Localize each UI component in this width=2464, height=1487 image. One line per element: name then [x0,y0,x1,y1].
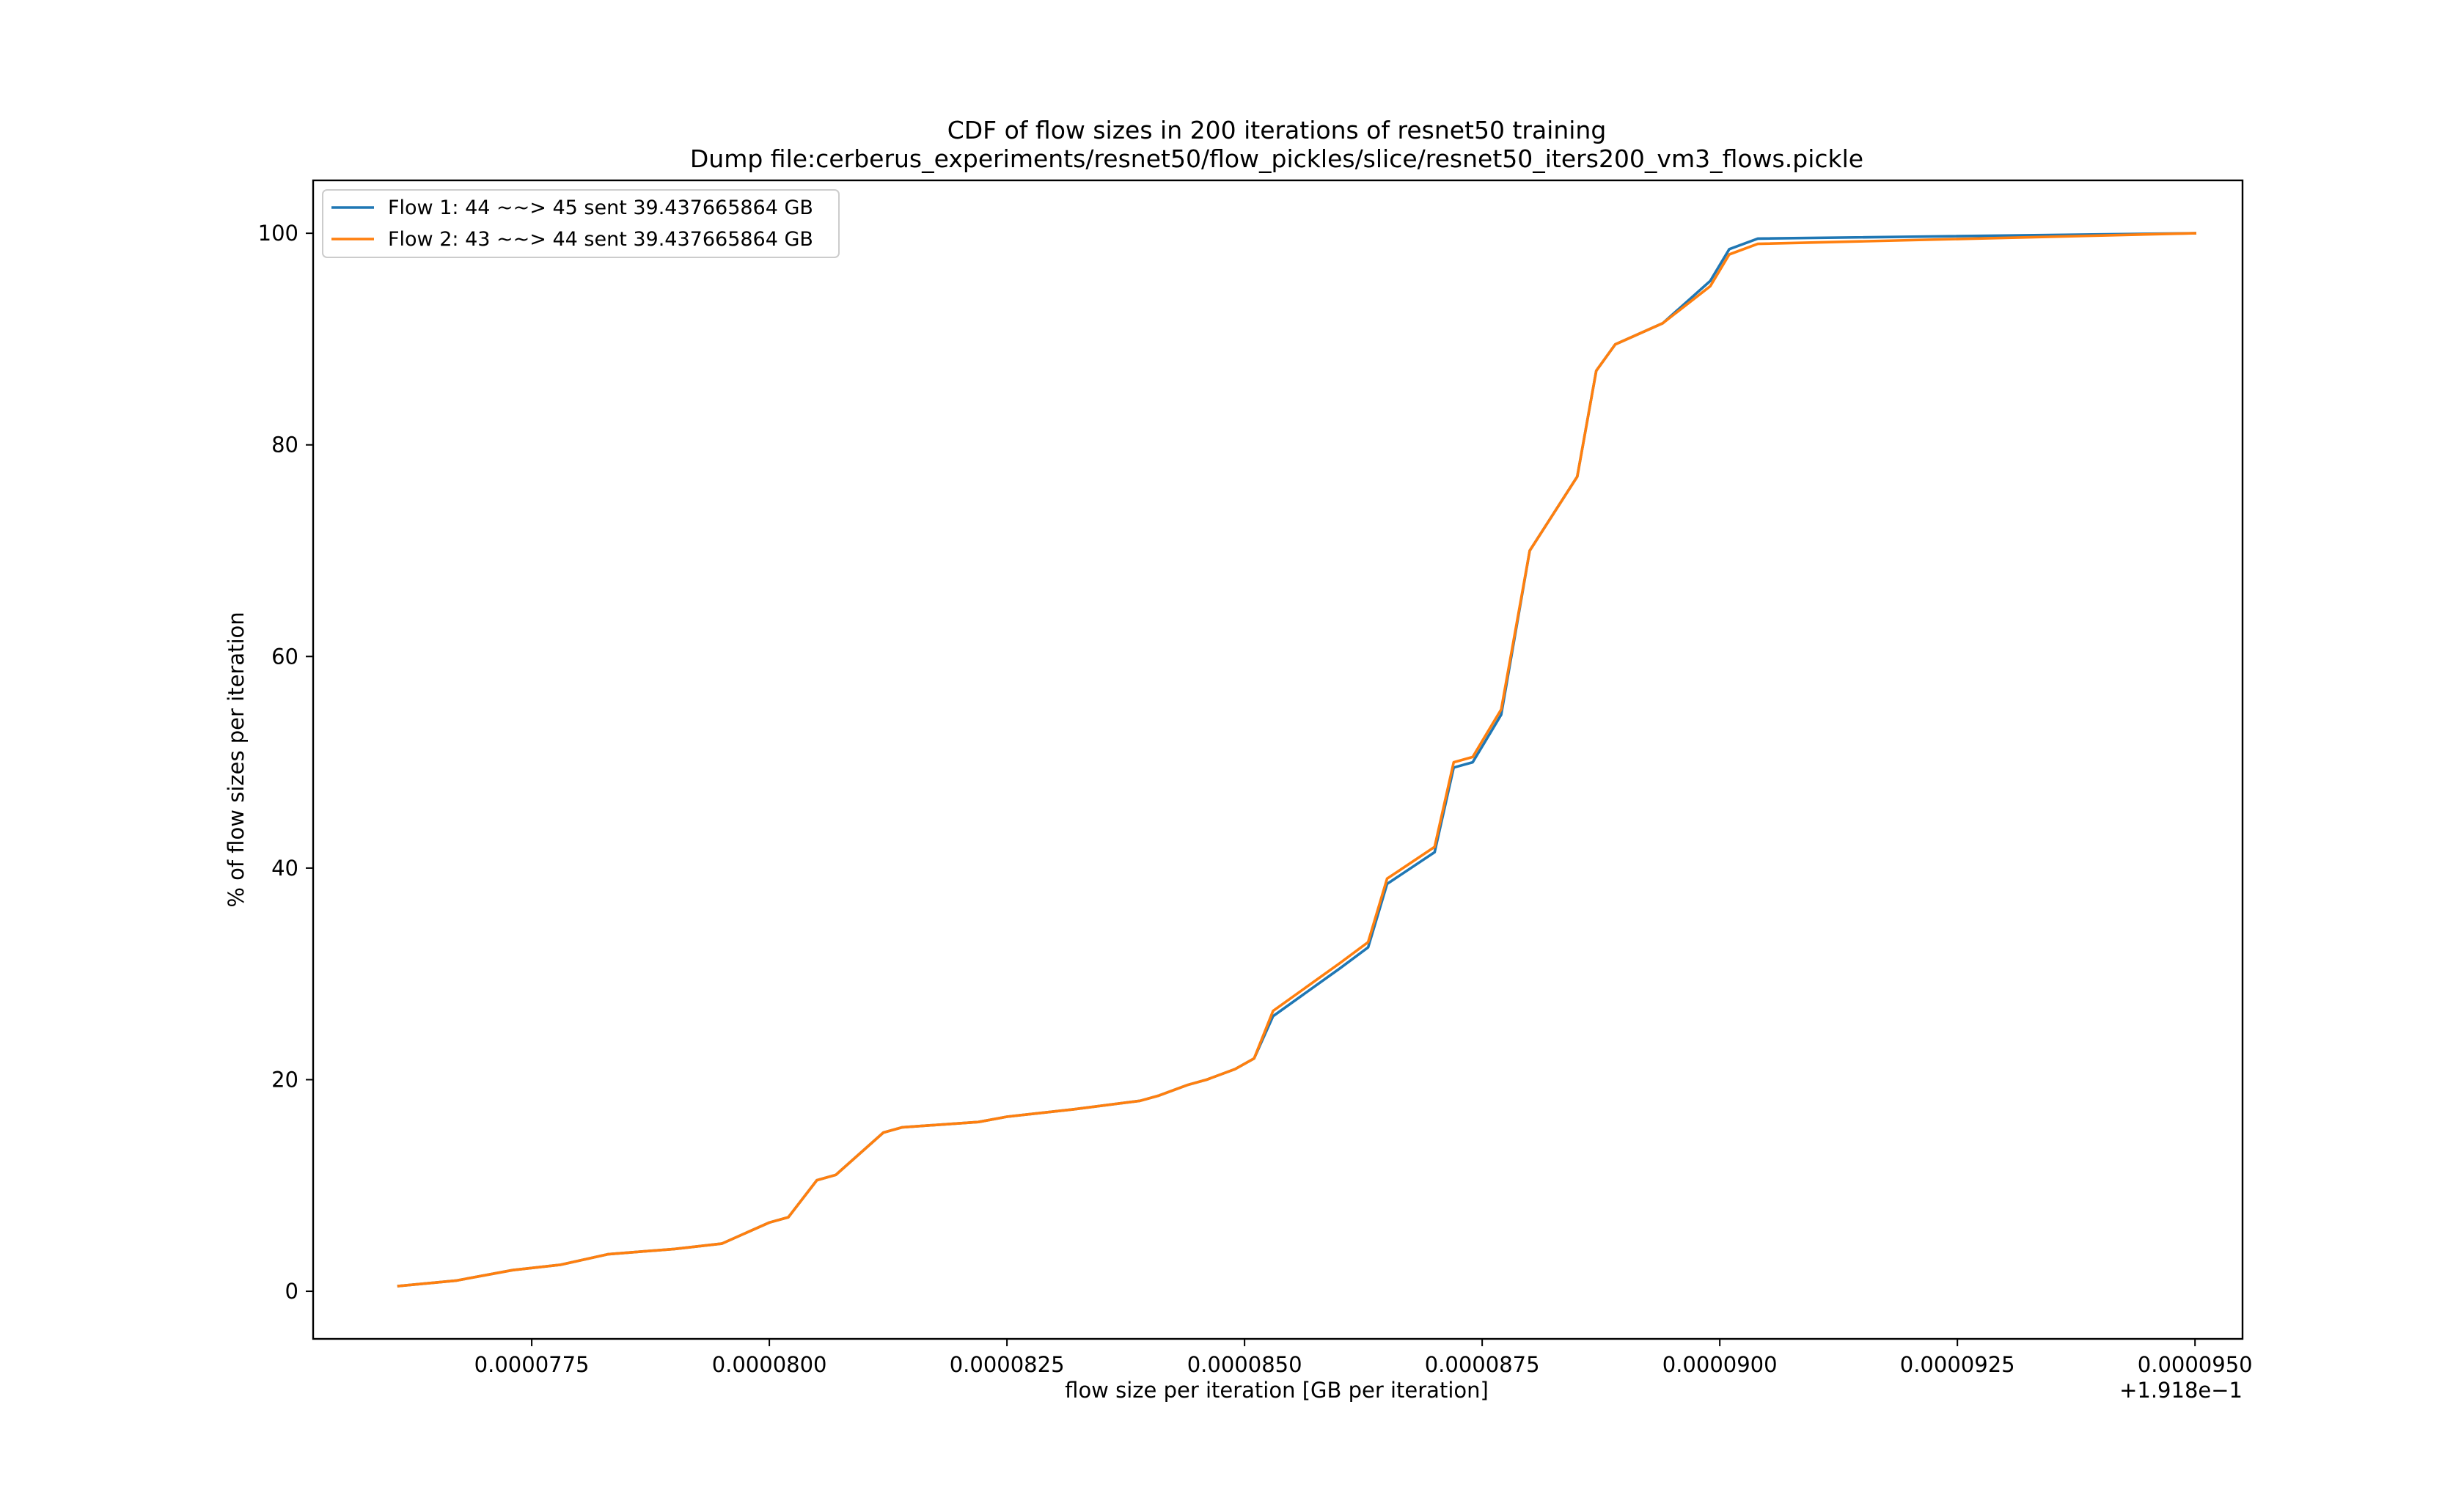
x-tick-label: 0.0000900 [1662,1352,1778,1377]
x-tick-label: 0.0000925 [1900,1352,2015,1377]
y-axis-label: % of flow sizes per iteration [224,612,249,907]
x-tick-label: 0.0000825 [950,1352,1065,1377]
x-axis-offset-label: +1.918e−1 [2119,1378,2243,1403]
y-axis-ticks: 0 20 40 60 80 100 [258,221,313,1304]
y-tick-label: 60 [271,644,298,669]
chart-title: CDF of flow sizes in 200 iterations of r… [947,116,1607,144]
y-tick-label: 0 [285,1279,298,1304]
y-tick-label: 20 [271,1067,298,1092]
x-tick-label: 0.0000875 [1425,1352,1540,1377]
chart-subtitle: Dump file:cerberus_experiments/resnet50/… [690,144,1863,173]
x-tick-label: 0.0000800 [712,1352,827,1377]
y-tick-label: 80 [271,433,298,458]
legend-label-flow-1: Flow 1: 44 ~~> 45 sent 39.437665864 GB [388,197,813,219]
x-axis-label: flow size per iteration [GB per iteratio… [1065,1378,1489,1403]
y-tick-label: 40 [271,856,298,881]
x-axis-ticks: 0.0000775 0.0000800 0.0000825 0.0000850 0.00… [474,1339,2253,1377]
series-line-flow-2 [397,232,2197,1288]
legend: Flow 1: 44 ~~> 45 sent 39.437665864 GB F… [322,189,840,258]
legend-label-flow-2: Flow 2: 43 ~~> 44 sent 39.437665864 GB [388,228,813,251]
x-tick-label: 0.0000950 [2138,1352,2253,1377]
x-tick-label: 0.0000850 [1187,1352,1302,1377]
y-tick-label: 100 [258,221,298,246]
legend-box [322,189,840,258]
x-tick-label: 0.0000775 [474,1352,590,1377]
plot-frame [312,179,2244,1340]
series-layer [397,232,2197,1288]
